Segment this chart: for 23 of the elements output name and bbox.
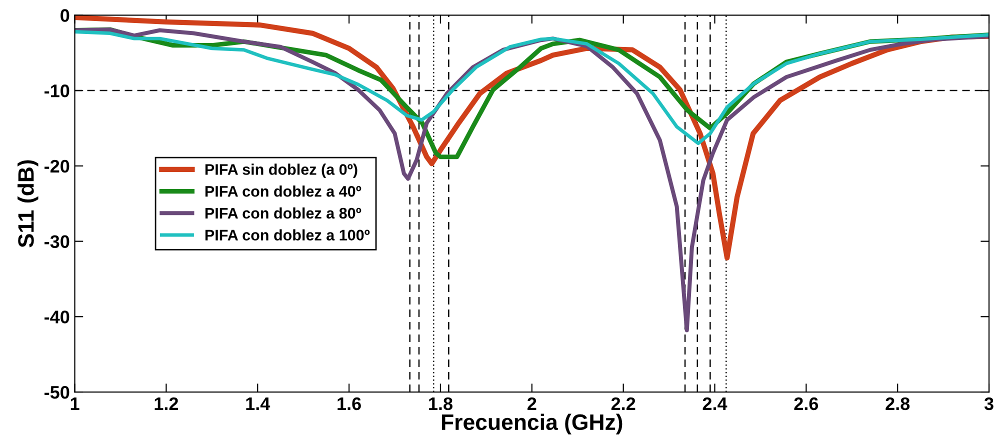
y-axis-title: S11 (dB) — [18, 160, 38, 248]
y-tick-label: 0 — [60, 9, 70, 22]
legend-label: PIFA sin doblez (a 0º) — [205, 164, 358, 178]
y-tick-label: -10 — [44, 84, 70, 98]
legend-label: PIFA con doblez a 100º — [205, 229, 370, 241]
y-tick-label: -30 — [44, 235, 70, 248]
x-tick-label: 2.6 — [794, 397, 818, 410]
legend-label: PIFA con doblez a 40º — [205, 186, 362, 197]
x-axis-title: Frecuencia (GHz) — [442, 414, 622, 434]
x-tick-label: 1.6 — [338, 397, 361, 410]
x-tick-label: 3 — [984, 397, 994, 410]
y-tick-label: -50 — [44, 386, 70, 399]
legend-label: PIFA con doblez a 80º — [205, 207, 362, 219]
x-tick-label: 1 — [70, 398, 80, 410]
y-tick-label: -20 — [44, 160, 70, 173]
x-tick-label: 1.2 — [154, 397, 178, 410]
x-tick-label: 1.8 — [429, 397, 452, 410]
x-tick-label: 1.4 — [246, 398, 270, 410]
x-tick-label: 2.8 — [886, 397, 910, 410]
x-tick-label: 2.2 — [611, 397, 636, 410]
x-tick-label: 2.4 — [702, 397, 728, 410]
x-tick-label: 2 — [528, 397, 536, 410]
y-tick-label: -40 — [44, 310, 70, 324]
